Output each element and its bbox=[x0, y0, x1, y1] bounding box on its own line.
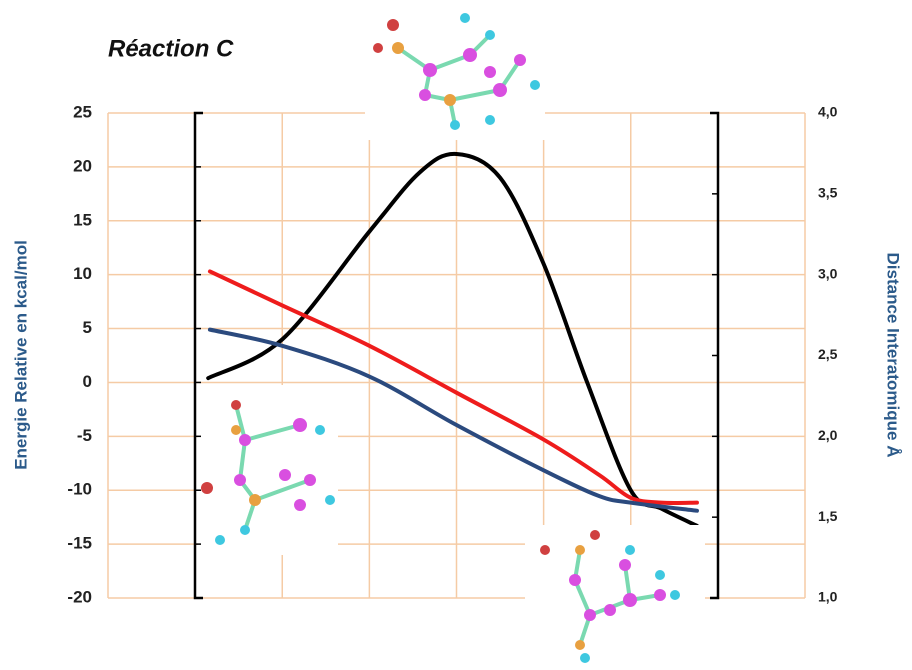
right-axis bbox=[710, 111, 720, 600]
y2-tick-label: 2,5 bbox=[818, 346, 838, 362]
y-axis-label: Energie Relative en kcal/mol bbox=[11, 240, 30, 470]
y-tick-label: -10 bbox=[67, 480, 92, 499]
y-tick-label: 10 bbox=[73, 264, 92, 283]
y-tick-label: 5 bbox=[83, 318, 92, 337]
series-line bbox=[206, 151, 699, 528]
y2-tick-label: 1,5 bbox=[818, 508, 838, 524]
series-line bbox=[207, 327, 699, 513]
y2-tick-label: 3,0 bbox=[818, 265, 838, 281]
series-line bbox=[207, 269, 699, 505]
y-tick-label: 25 bbox=[73, 102, 92, 121]
y-tick-label: -5 bbox=[77, 426, 92, 445]
molecules bbox=[198, 0, 705, 665]
y-tick-label: -20 bbox=[67, 587, 92, 606]
y2-tick-label: 2,0 bbox=[818, 427, 838, 443]
y2-tick-label: 4,0 bbox=[818, 104, 838, 120]
y2-axis-label: Distance Interatomique Å bbox=[884, 253, 903, 458]
y-tick-label: 15 bbox=[73, 210, 92, 229]
y2-tick-label: 3,5 bbox=[818, 185, 838, 201]
left-axis bbox=[193, 111, 203, 600]
y-tick-label: 20 bbox=[73, 156, 92, 175]
chart-title: Réaction C bbox=[108, 35, 234, 62]
y-tick-label: 0 bbox=[83, 372, 92, 391]
y-tick-label: -15 bbox=[67, 534, 92, 553]
y2-tick-label: 1,0 bbox=[818, 589, 838, 605]
curves bbox=[206, 151, 699, 528]
